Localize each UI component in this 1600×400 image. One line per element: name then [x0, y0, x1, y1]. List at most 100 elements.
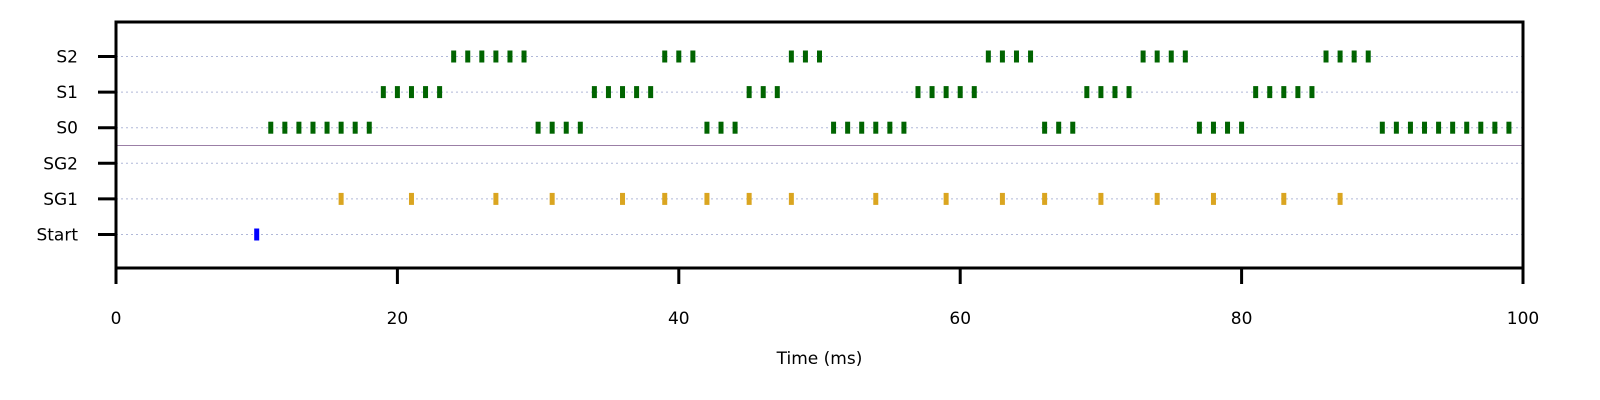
spike-sg1-78 [1210, 192, 1216, 205]
y-axis: Start SG1 SG2 S0 S1 S2 [36, 48, 116, 246]
spike-s1-37 [634, 86, 640, 99]
spike-s2-39 [662, 50, 668, 63]
spike-s0-44 [732, 121, 738, 134]
spike-s2-27 [493, 50, 499, 63]
spike-s1-82 [1267, 86, 1273, 99]
spike-sg1-74 [1154, 192, 1160, 205]
spike-s1-20 [394, 86, 400, 99]
spike-s1-36 [620, 86, 626, 99]
spike-s1-70 [1098, 86, 1104, 99]
spike-s1-45 [746, 86, 752, 99]
spike-s1-81 [1253, 86, 1259, 99]
spike-s0-11 [268, 121, 274, 134]
x-tick-label-100: 100 [1507, 309, 1539, 329]
spike-s0-97 [1478, 121, 1484, 134]
spike-s0-54 [873, 121, 879, 134]
spike-sg1-27 [493, 192, 499, 205]
spike-s2-75 [1168, 50, 1174, 63]
spike-s1-83 [1281, 86, 1287, 99]
spike-s0-17 [352, 121, 358, 134]
spike-s0-79 [1225, 121, 1231, 134]
y-tick-label-s0: S0 [56, 119, 78, 139]
spike-sg1-83 [1281, 192, 1287, 205]
spike-s2-50 [817, 50, 822, 63]
spike-sg1-66 [1042, 192, 1048, 205]
spike-sg1-21 [408, 192, 414, 205]
spike-sg1-48 [788, 192, 794, 205]
spike-s0-68 [1070, 121, 1076, 134]
x-tick-label-0: 0 [111, 309, 122, 329]
spike-s0-56 [901, 121, 907, 134]
spike-marks [254, 50, 1512, 241]
spike-sg1-16 [338, 192, 344, 205]
spike-s1-69 [1084, 86, 1090, 99]
spike-s0-52 [845, 121, 851, 134]
spike-sg1-87 [1337, 192, 1343, 205]
spike-s2-89 [1365, 50, 1371, 63]
y-tick-label-s1: S1 [56, 83, 78, 103]
spike-s1-19 [380, 86, 386, 99]
spike-s0-55 [887, 121, 893, 134]
spike-s1-84 [1295, 86, 1301, 99]
spike-s0-51 [831, 121, 837, 134]
spike-s0-77 [1196, 121, 1202, 134]
spike-s0-16 [338, 121, 344, 134]
y-tick-label-sg2: SG2 [43, 154, 78, 174]
spike-s0-31 [549, 121, 555, 134]
spike-s0-18 [366, 121, 372, 134]
spike-sg1-39 [662, 192, 668, 205]
spike-s2-29 [521, 50, 527, 63]
spike-s0-94 [1436, 121, 1442, 134]
spike-s0-90 [1379, 121, 1385, 134]
spike-s2-86 [1323, 50, 1329, 63]
spike-s1-85 [1309, 86, 1315, 99]
spike-s2-26 [479, 50, 485, 63]
spike-s2-63 [999, 50, 1005, 63]
spike-s1-59 [943, 86, 949, 99]
spike-s0-53 [859, 121, 865, 134]
spike-sg1-31 [549, 192, 555, 205]
spike-s0-93 [1422, 121, 1428, 134]
spike-s1-71 [1112, 86, 1118, 99]
x-tick-label-80: 80 [1231, 309, 1253, 329]
x-axis-title: Time (ms) [776, 349, 863, 369]
spike-s0-30 [535, 121, 541, 134]
spike-s1-21 [408, 86, 414, 99]
spike-s2-76 [1182, 50, 1188, 63]
spike-s2-41 [690, 50, 696, 63]
spike-s2-74 [1154, 50, 1160, 63]
spike-s2-73 [1140, 50, 1146, 63]
spike-s0-99 [1506, 121, 1512, 134]
spike-s0-98 [1492, 121, 1498, 134]
spike-s1-60 [957, 86, 963, 99]
spike-s0-13 [296, 121, 302, 134]
spike-s0-91 [1393, 121, 1399, 134]
spike-s0-78 [1210, 121, 1216, 134]
y-tick-label-sg1: SG1 [43, 190, 78, 210]
spike-s1-47 [774, 86, 780, 99]
spike-s1-23 [437, 86, 443, 99]
spike-sg1-42 [704, 192, 710, 205]
spike-s1-61 [971, 86, 977, 99]
spike-s0-15 [324, 121, 330, 134]
spike-s0-92 [1407, 121, 1413, 134]
x-tick-label-60: 60 [949, 309, 971, 329]
spike-s1-35 [605, 86, 611, 99]
spike-s2-28 [507, 50, 513, 63]
spike-sg1-45 [746, 192, 752, 205]
spike-sg1-63 [999, 192, 1005, 205]
y-tick-label-start: Start [36, 226, 78, 246]
spike-s1-57 [915, 86, 921, 99]
spike-s1-46 [760, 86, 766, 99]
plot-frame [114, 20, 1525, 270]
x-axis: 0 20 40 60 80 100 [111, 268, 1539, 329]
spike-start-10 [254, 228, 260, 241]
spike-s0-12 [282, 121, 288, 134]
spike-s2-40 [676, 50, 682, 63]
spike-s0-80 [1239, 121, 1245, 134]
spike-s0-14 [310, 121, 316, 134]
x-tick-label-20: 20 [387, 309, 409, 329]
spike-s2-88 [1351, 50, 1357, 63]
spike-s2-64 [1013, 50, 1019, 63]
